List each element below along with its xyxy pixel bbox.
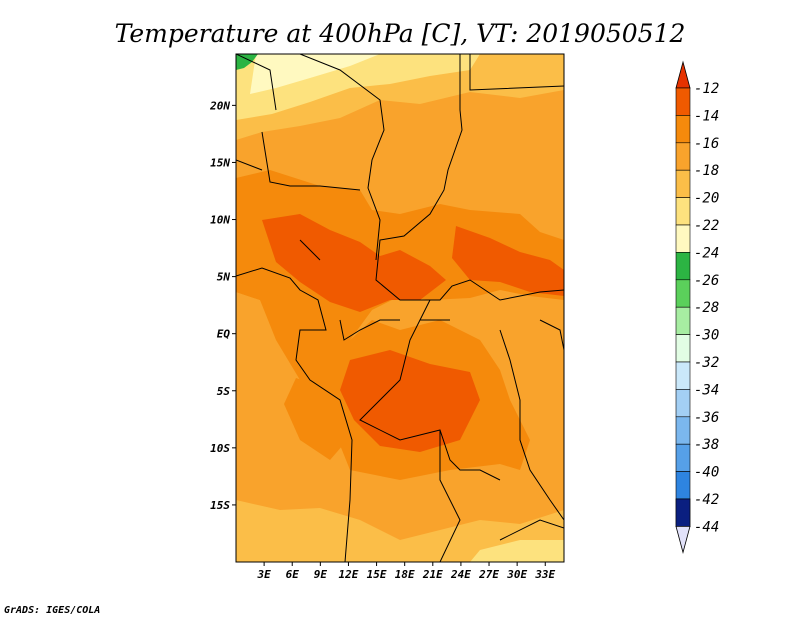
- colorbar-label-11: -34: [694, 382, 719, 398]
- colorbar-swatch-12: [675, 416, 691, 445]
- colorbar-swatch-6: [675, 252, 691, 281]
- colorbar-label-4: -20: [694, 191, 719, 207]
- colorbar-label-7: -26: [694, 273, 719, 289]
- y-tick-label-6: 10S: [210, 442, 230, 455]
- colorbar-label-9: -30: [694, 328, 719, 344]
- colorbar-swatch-11: [675, 389, 691, 418]
- colorbar-bottom-arrow: [675, 526, 691, 554]
- colorbar-label-5: -22: [694, 218, 719, 234]
- colorbar-label-6: -24: [694, 245, 719, 261]
- credit-text: GrADS: IGES/COLA: [4, 605, 100, 616]
- country-borders: [236, 54, 564, 562]
- y-tick-label-0: 20N: [209, 99, 230, 112]
- y-tick-label-2: 10N: [210, 214, 230, 227]
- colorbar-swatch-1: [675, 115, 691, 144]
- colorbar-label-16: -44: [694, 519, 719, 535]
- colorbar-swatch-5: [675, 224, 691, 253]
- field-band-20-south: [470, 540, 564, 562]
- y-tick-label-3: 5N: [217, 271, 231, 284]
- field-band-18-south: [236, 500, 564, 562]
- x-tick-label-4: 15E: [367, 568, 387, 581]
- colorbar-swatch-9: [675, 334, 691, 363]
- field-band-22: [250, 54, 380, 94]
- colorbar-label-14: -40: [694, 465, 719, 481]
- x-tick-label-8: 27E: [478, 568, 499, 581]
- field-band-12-west: [262, 214, 446, 312]
- colorbar-top-arrow: [675, 60, 691, 89]
- colorbar-label-10: -32: [694, 355, 719, 371]
- x-tick-label-5: 18E: [395, 568, 415, 581]
- colorbar-swatch-7: [675, 279, 691, 308]
- colorbar-label-13: -38: [694, 437, 719, 453]
- x-tick-label-2: 9E: [314, 568, 328, 581]
- field-band-12-east: [452, 226, 564, 296]
- colorbar: -12 -14 -16 -18 -20 -22 -24 -26 -28 -30 -32 -34 -36 -…: [675, 60, 719, 554]
- colorbar-swatch-4: [675, 197, 691, 226]
- y-tick-label-1: 15N: [210, 156, 230, 169]
- y-tick-label-5: 5S: [217, 385, 231, 398]
- x-tick-label-9: 30E: [506, 568, 527, 581]
- x-tick-label-3: 12E: [339, 568, 359, 581]
- colorbar-label-0: -12: [694, 81, 719, 97]
- colorbar-swatch-8: [675, 306, 691, 335]
- colorbar-label-15: -42: [694, 492, 719, 508]
- colorbar-label-12: -36: [694, 410, 719, 426]
- y-tick-label-4: EQ: [217, 328, 231, 341]
- colorbar-swatch-2: [675, 142, 691, 171]
- x-tick-label-7: 24E: [450, 568, 471, 581]
- map-plot-area: [236, 54, 564, 562]
- chart-title: Temperature at 400hPa [C], VT: 201905051…: [115, 19, 686, 48]
- colorbar-swatch-3: [675, 169, 691, 198]
- colorbar-swatch-13: [675, 443, 691, 472]
- y-tick-label-7: 15S: [210, 499, 230, 512]
- field-band-14-coast: [284, 378, 356, 460]
- colorbar-swatch-10: [675, 361, 691, 390]
- field-band-24: [236, 54, 258, 70]
- x-tick-label-10: 33E: [534, 568, 555, 581]
- colorbar-label-1: -14: [694, 108, 719, 124]
- axis-ticks: 3E 6E 9E 12E 15E 18E 21E 24E 27E 30E 33E 20N 15N 10N 5…: [209, 99, 555, 581]
- colorbar-label-2: -16: [694, 136, 719, 152]
- field-band-12-south: [340, 350, 480, 452]
- x-tick-label-6: 21E: [422, 568, 443, 581]
- colorbar-swatch-last: [675, 498, 691, 527]
- colorbar-swatch-14: [675, 471, 691, 500]
- plot-frame: [235, 53, 565, 563]
- x-tick-label-1: 6E: [286, 568, 300, 581]
- colorbar-swatch-0: [675, 87, 691, 116]
- x-tick-label-0: 3E: [256, 568, 271, 581]
- colorbar-label-8: -28: [694, 300, 719, 316]
- colorbar-label-3: -18: [694, 163, 719, 179]
